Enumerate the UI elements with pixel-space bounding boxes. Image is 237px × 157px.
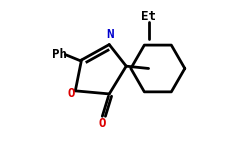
Text: Et: Et [141, 10, 156, 23]
Text: Ph: Ph [52, 48, 67, 61]
Text: N: N [106, 28, 114, 41]
Text: O: O [99, 117, 106, 130]
Text: O: O [67, 87, 75, 100]
